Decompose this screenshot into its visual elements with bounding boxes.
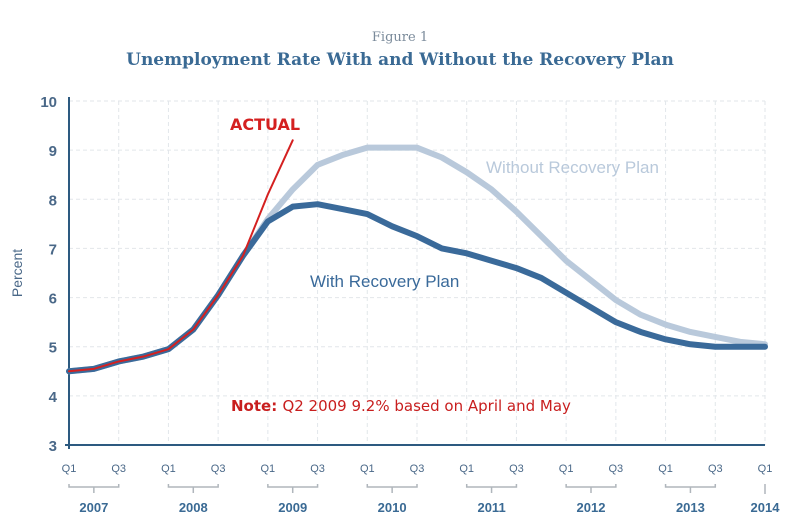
x-tick-label: Q1 bbox=[559, 463, 574, 475]
year-label: 2011 bbox=[477, 500, 505, 515]
x-tick-label: Q3 bbox=[509, 463, 524, 475]
series-line-actual bbox=[68, 139, 294, 373]
note-text: Q2 2009 9.2% based on April and May bbox=[282, 397, 571, 415]
year-label: 2009 bbox=[278, 500, 307, 515]
year-bracket bbox=[664, 484, 717, 493]
x-tick-label: Q1 bbox=[360, 463, 375, 475]
year-bracket bbox=[565, 484, 617, 493]
x-tick-label: Q3 bbox=[708, 463, 723, 475]
x-tick-label: Q3 bbox=[410, 463, 425, 475]
x-tick-label: Q1 bbox=[261, 463, 276, 475]
year-label: 2008 bbox=[179, 500, 208, 515]
year-bracket bbox=[267, 484, 319, 493]
y-tick-label: 5 bbox=[49, 340, 57, 357]
x-tick-label: Q3 bbox=[211, 463, 226, 475]
y-tick-label: 6 bbox=[49, 291, 57, 308]
x-tick-label: Q1 bbox=[62, 463, 77, 475]
x-tick-label: Q1 bbox=[459, 463, 474, 475]
x-tick-label: Q1 bbox=[758, 463, 773, 475]
note-annotation: Note: Q2 2009 9.2% based on April and Ma… bbox=[231, 397, 571, 415]
year-bracket bbox=[465, 484, 518, 493]
y-tick-label: 10 bbox=[40, 94, 57, 111]
y-tick-label: 8 bbox=[49, 192, 57, 209]
x-tick-label: Q3 bbox=[609, 463, 624, 475]
year-bracket bbox=[366, 484, 418, 493]
y-axis-label: Percent bbox=[9, 249, 25, 297]
x-tick-label: Q3 bbox=[111, 463, 126, 475]
year-label: 2014 bbox=[751, 500, 781, 515]
x-tick-label: Q3 bbox=[310, 463, 325, 475]
y-tick-label: 7 bbox=[49, 241, 57, 258]
note-label: Note: bbox=[231, 397, 282, 415]
year-bracket bbox=[167, 484, 219, 493]
series-label-without: Without Recovery Plan bbox=[486, 158, 659, 177]
y-tick-label: 3 bbox=[49, 438, 57, 455]
chart-title: Unemployment Rate With and Without the R… bbox=[126, 50, 674, 70]
year-label: 2010 bbox=[378, 500, 407, 515]
year-label: 2012 bbox=[577, 500, 606, 515]
figure-label: Figure 1 bbox=[371, 30, 429, 45]
series-label-actual: ACTUAL bbox=[230, 115, 300, 134]
y-tick-label: 9 bbox=[49, 143, 57, 160]
year-bracket bbox=[68, 484, 120, 493]
y-tick-label: 4 bbox=[49, 389, 58, 406]
x-tick-label: Q1 bbox=[161, 463, 176, 475]
year-label: 2013 bbox=[676, 500, 705, 515]
year-label: 2007 bbox=[79, 500, 108, 515]
x-tick-label: Q1 bbox=[658, 463, 673, 475]
series-label-with: With Recovery Plan bbox=[310, 272, 459, 291]
